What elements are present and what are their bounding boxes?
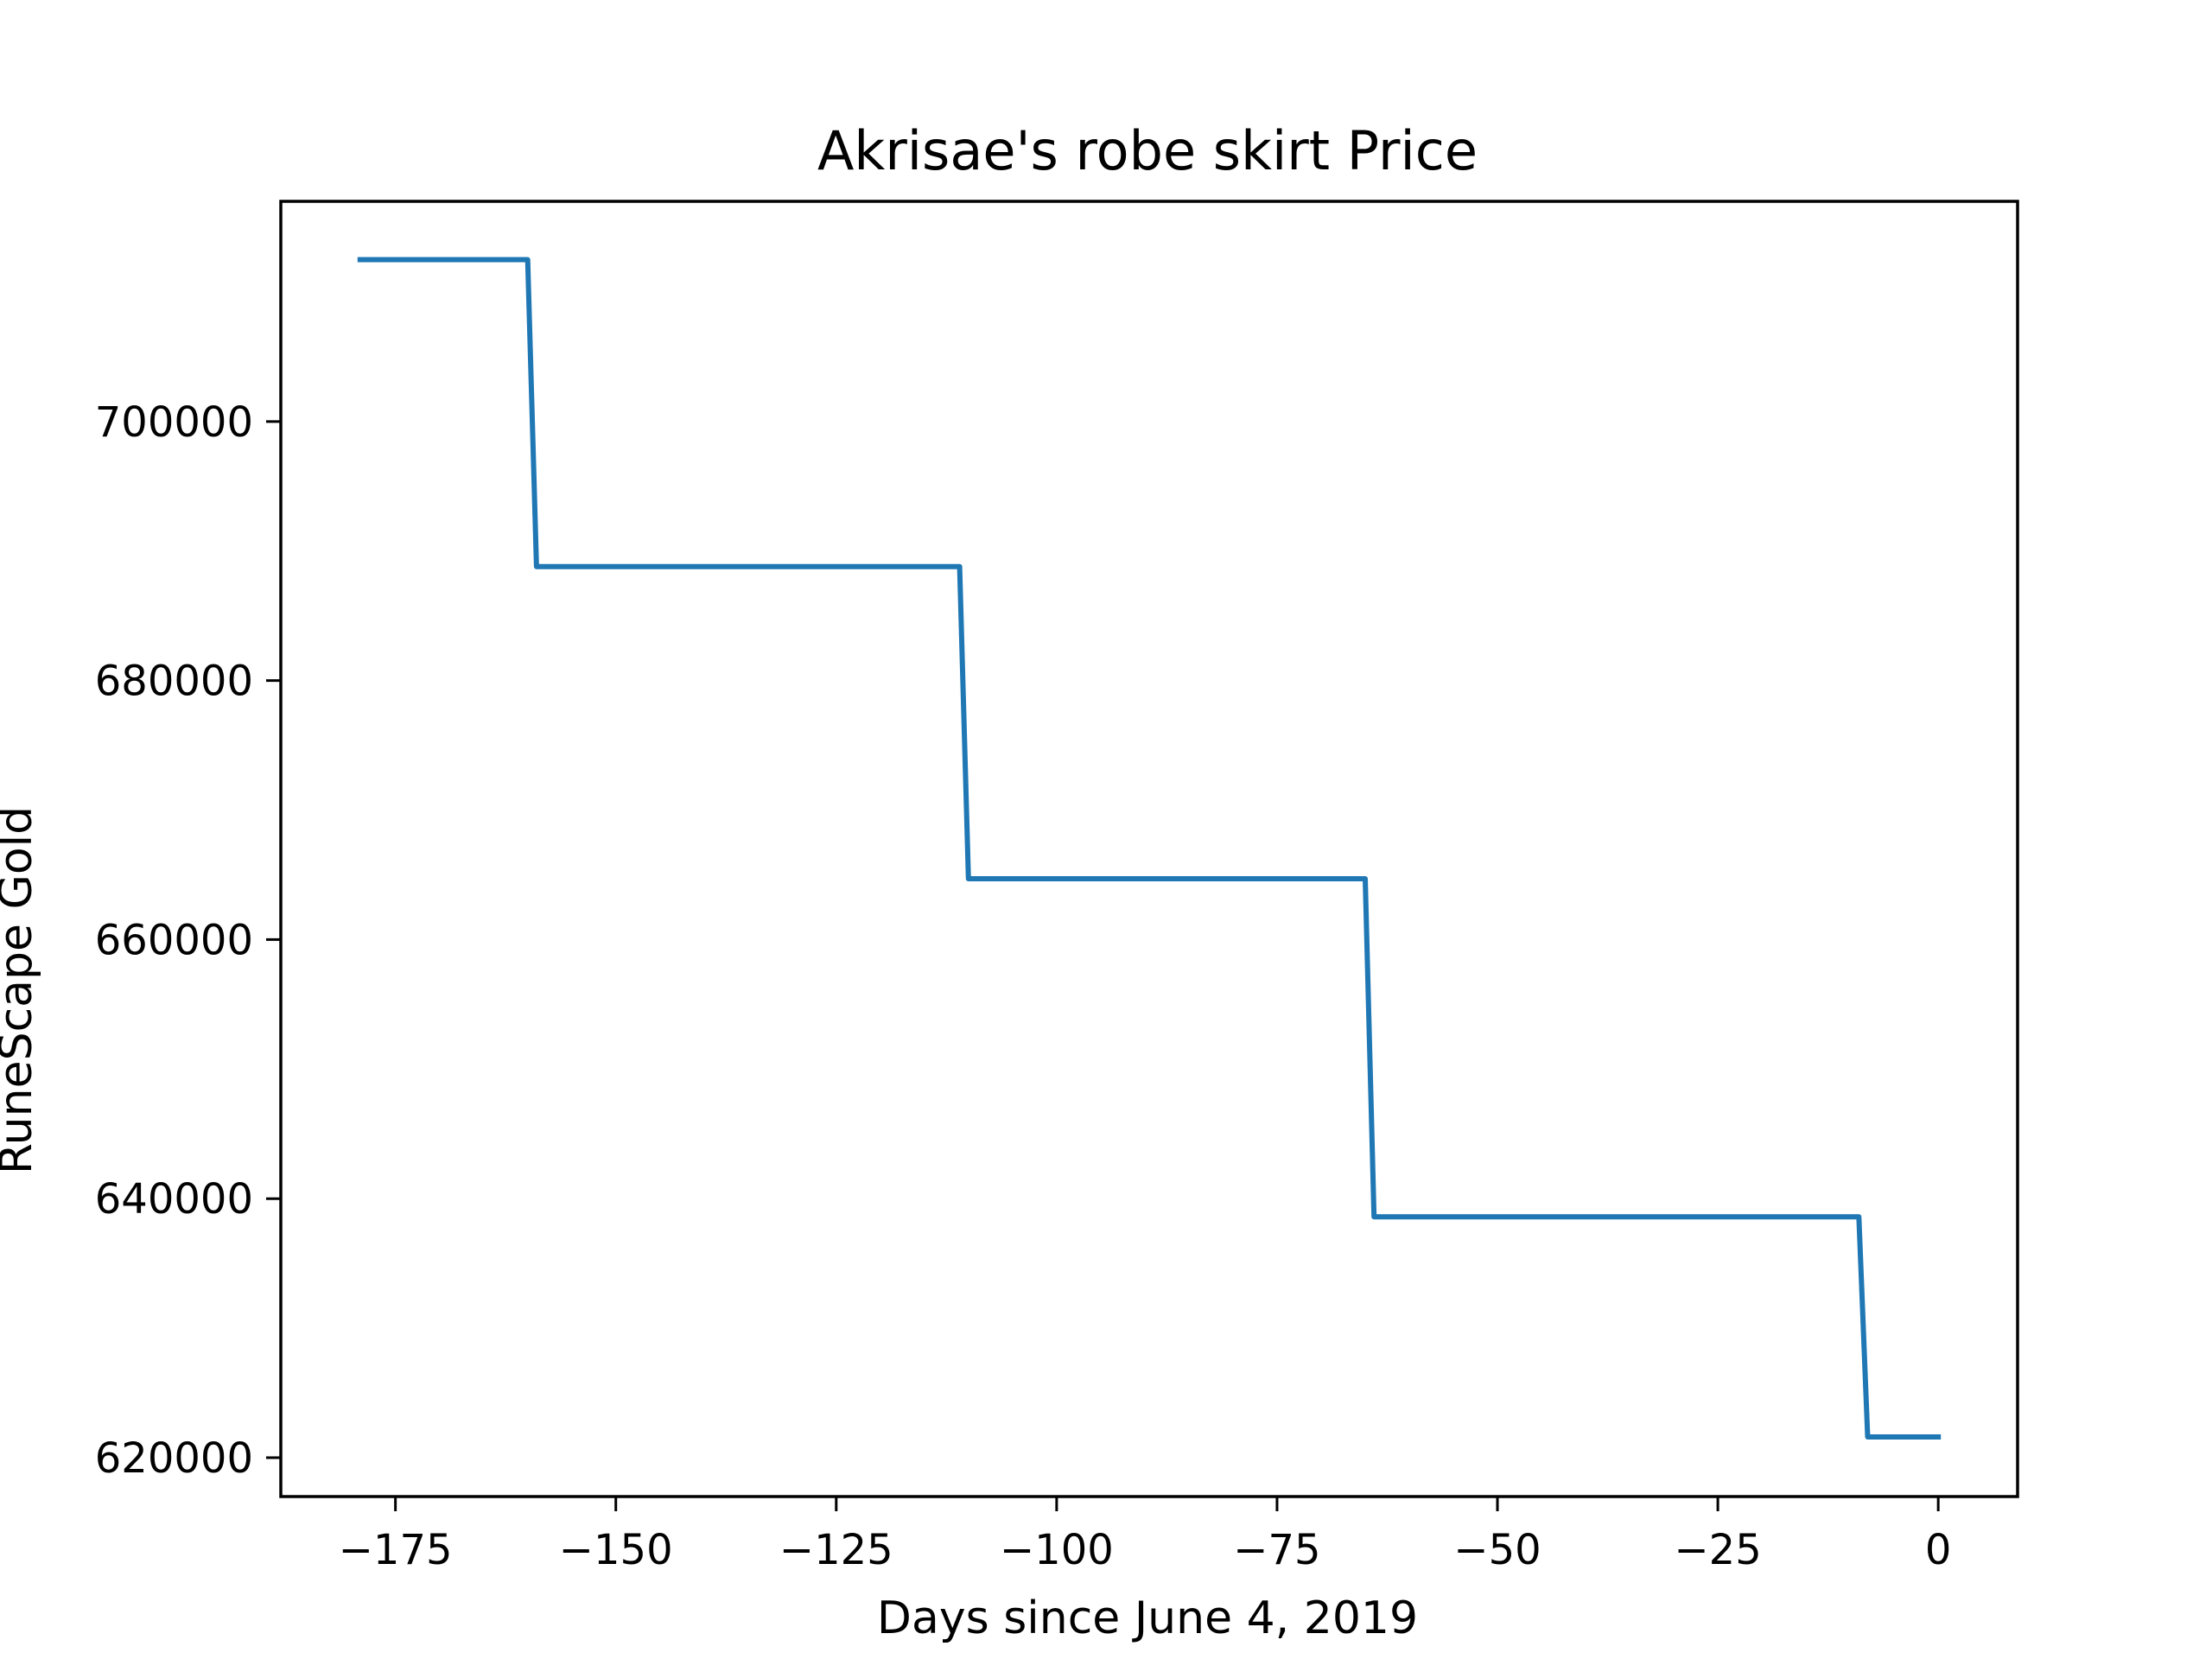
y-tick-label: 700000 bbox=[95, 398, 253, 447]
x-tick-label: −25 bbox=[1674, 1526, 1761, 1574]
x-tick-label: −75 bbox=[1233, 1526, 1320, 1574]
x-tick-label: −125 bbox=[779, 1526, 893, 1574]
plot-area: −175 −150 −125 −100 −75 −50 −25 0 620000 640000 66… bbox=[95, 200, 2019, 1574]
x-tick-label: −100 bbox=[1000, 1526, 1114, 1574]
x-tick-label: −150 bbox=[559, 1526, 673, 1574]
y-tick-label: 620000 bbox=[95, 1434, 253, 1483]
y-axis-label: RuneScape Gold bbox=[0, 806, 42, 1174]
y-tick-label: 640000 bbox=[95, 1175, 253, 1224]
chart-title: Akrisae's robe skirt Price bbox=[817, 119, 1478, 182]
axes-frame bbox=[279, 200, 2019, 1498]
y-tick-label: 680000 bbox=[95, 658, 253, 706]
series-line-0 bbox=[357, 257, 1942, 1440]
x-tick-label: −50 bbox=[1453, 1526, 1541, 1574]
x-tick-label: 0 bbox=[1925, 1526, 1952, 1574]
x-axis-label: Days since June 4, 2019 bbox=[877, 1592, 1418, 1644]
y-tick-label: 660000 bbox=[95, 916, 253, 964]
x-tick-label: −175 bbox=[339, 1526, 453, 1574]
